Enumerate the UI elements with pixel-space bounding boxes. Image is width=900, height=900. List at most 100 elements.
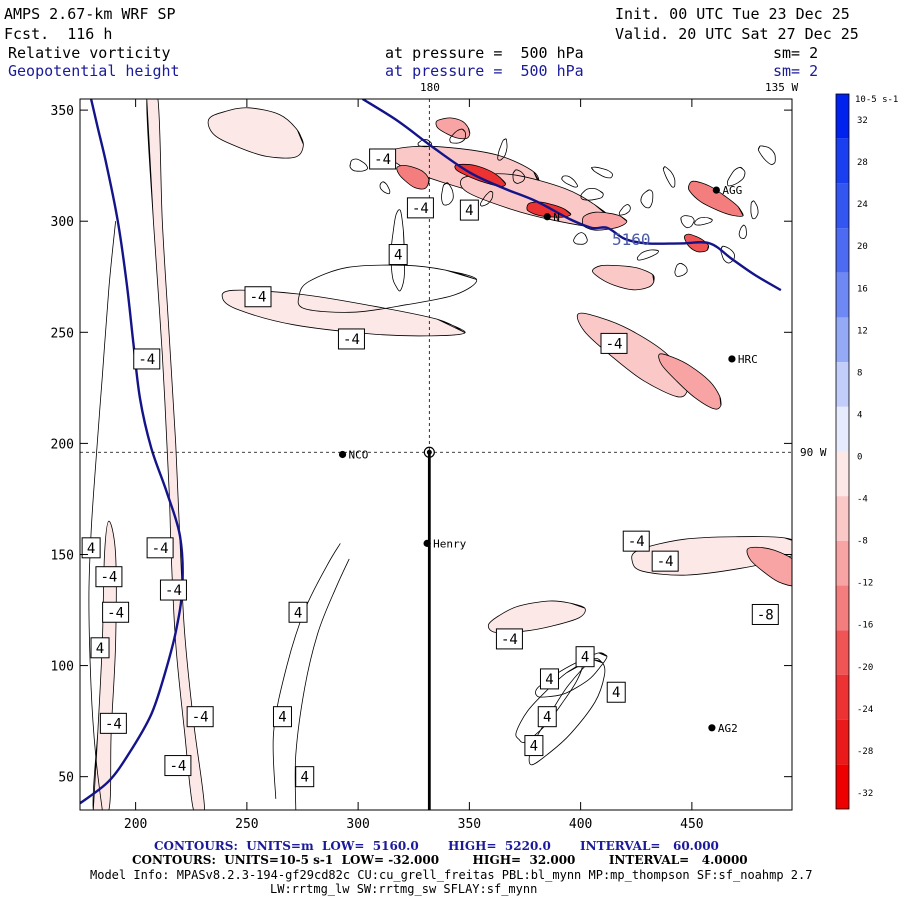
colorbar-tick-label: -28 (857, 747, 873, 757)
contour-label: -4 (105, 716, 122, 732)
contour-label-box (244, 286, 272, 308)
y-tick-label: 200 (51, 437, 74, 452)
contour-label: -4 (412, 201, 429, 217)
lat-label-90w: 90 W (800, 446, 827, 459)
colorbar-segment (836, 406, 849, 452)
colorbar-tick-label: 28 (857, 158, 868, 168)
contour-label-box (459, 199, 479, 221)
contour-label: 4 (543, 710, 551, 726)
contour-label-box (369, 148, 397, 170)
y-tick-label: 350 (51, 104, 74, 119)
contour-label-box (295, 766, 315, 788)
contour-label-box (90, 637, 110, 659)
colorbar-tick-label: 24 (857, 200, 868, 210)
storm-squiggle (379, 181, 391, 195)
contour-label: -4 (250, 290, 267, 306)
storm-squiggle (497, 138, 508, 161)
contour-label: 4 (87, 541, 95, 557)
contour-label-box (95, 566, 123, 588)
storm-squiggle (561, 175, 579, 188)
forecast-hour: Fcst. 116 h (4, 25, 113, 43)
contour-label: 4 (530, 739, 538, 755)
contour-label-box (164, 755, 192, 777)
storm-squiggle (480, 190, 494, 207)
colorbar-tick-label: -16 (857, 621, 873, 631)
storm-squiggle (449, 128, 467, 144)
field1-name: Relative vorticity (8, 44, 171, 62)
vorticity-core-se (746, 546, 792, 587)
colorbar-tick-label: 32 (857, 116, 868, 126)
positive-contour-mid-2 (294, 558, 350, 810)
y-tick-label: 300 (51, 215, 74, 230)
colorbar-segment (836, 496, 849, 541)
station-label: NCO (349, 449, 369, 462)
contour-label-box (606, 681, 626, 703)
colorbar-segment (836, 228, 849, 273)
colorbar-segment (836, 362, 849, 407)
contour-label: 4 (612, 685, 620, 701)
positive-contour-north-2 (297, 264, 478, 313)
vorticity-track-core-3 (396, 165, 430, 190)
colorbar-tick-label: 8 (857, 368, 862, 378)
contour-label: 4 (465, 203, 473, 219)
colorbar-tick-label: 4 (857, 410, 862, 420)
x-tick-label: 350 (458, 817, 481, 832)
positive-contour-west (88, 221, 116, 810)
storm-squiggle (618, 204, 631, 216)
colorbar-segment (836, 540, 849, 586)
storm-squiggle (757, 145, 776, 165)
field2-smoothing: sm= 2 (773, 62, 819, 80)
colorbar-segment (836, 764, 849, 809)
colorbar-tick-label: 20 (857, 242, 868, 252)
geopotential-5160-west (80, 99, 184, 805)
station-label: Henry (433, 537, 466, 550)
field1-smoothing: sm= 2 (773, 44, 819, 62)
contour-label-box (537, 706, 557, 728)
storm-squiggle (674, 262, 688, 277)
colorbar-tick-label: -24 (857, 705, 873, 715)
positive-contour-mid-1 (272, 543, 341, 799)
storm-squiggle (591, 166, 614, 179)
contour-label-box (524, 735, 544, 757)
colorbar-segment (836, 138, 849, 184)
colorbar-segment (836, 451, 849, 497)
contour-label: 4 (294, 605, 302, 621)
contour-label-box (539, 668, 559, 690)
contour-label-box (406, 197, 434, 219)
y-tick-label: 250 (51, 326, 74, 341)
colorbar-frame (835, 93, 850, 810)
contour-label-box (622, 530, 650, 552)
vorticity-band-west-1 (92, 520, 117, 810)
station-marker (543, 213, 551, 221)
footer-model-info: Model Info: MPASv8.2.3-194-gf29cd82c CU:… (90, 868, 813, 882)
vorticity-blob-ne (591, 264, 655, 291)
field2-pressure: at pressure = 500 hPa (385, 62, 584, 80)
field2-name: Geopotential height (8, 62, 180, 80)
x-tick-label: 300 (346, 817, 369, 832)
contour-label: -4 (501, 632, 518, 648)
colorbar-unit: 10-5 s-1 (855, 95, 898, 105)
storm-squiggle (349, 158, 368, 172)
positive-contour-north-1 (390, 209, 405, 292)
footer-contours-vort: CONTOURS: UNITS=10-5 s-1 LOW= -32.000 HI… (132, 853, 748, 867)
vorticity-blob-south (487, 600, 586, 634)
contour-label: -4 (343, 332, 360, 348)
station-marker (338, 450, 347, 459)
contour-label: -4 (169, 759, 186, 775)
storm-squiggle (636, 249, 659, 261)
contour-label-box (600, 332, 628, 354)
contour-label: -4 (374, 152, 391, 168)
colorbar-segment (836, 272, 849, 318)
x-tick-label: 400 (569, 817, 592, 832)
contour-label-box (146, 537, 174, 559)
contour-label-box (495, 628, 523, 650)
station-marker (728, 355, 736, 363)
contour-label: -4 (152, 541, 169, 557)
contour-label: 4 (394, 248, 402, 264)
station-label: AGG (722, 184, 742, 197)
colorbar-tick-label: 0 (857, 453, 862, 463)
y-tick-label: 100 (51, 660, 74, 675)
contour-label: -4 (100, 570, 117, 586)
contour-label: 4 (96, 641, 104, 657)
